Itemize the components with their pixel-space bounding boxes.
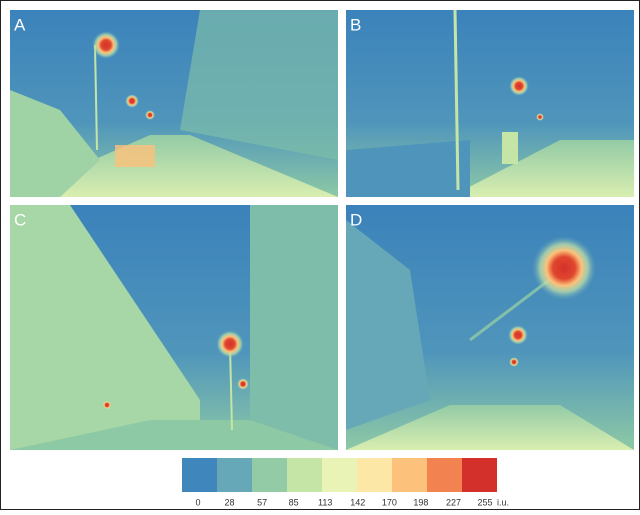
colorbar-segment: [252, 458, 287, 492]
panel-label: B: [350, 15, 361, 34]
colorbar-unit: i.u.: [497, 497, 509, 507]
colorbar-tick-label: 0: [195, 497, 200, 507]
colorbar-segment: [427, 458, 462, 492]
panel-label: C: [14, 210, 26, 229]
panel-label: D: [350, 210, 362, 229]
panel-a-image: [10, 10, 338, 197]
colorbar-tick-label: 28: [225, 497, 235, 507]
colorbar-tick-label: 170: [382, 497, 397, 507]
colorbar-tick-label: 227: [446, 497, 461, 507]
panel-b-image: [346, 10, 634, 197]
colorbar-segment: [217, 458, 252, 492]
panel-d-image: [346, 205, 634, 450]
colorbar-segment: [392, 458, 427, 492]
colorbar-segment: [287, 458, 322, 492]
colorbar-segment: [182, 458, 217, 492]
panel-c-image: [10, 205, 338, 450]
colorbar-tick-label: 57: [257, 497, 267, 507]
colorbar-segment: [322, 458, 357, 492]
colorbar-tick-label: 198: [413, 497, 428, 507]
panel-label: A: [14, 15, 26, 34]
colorbar-tick-label: 113: [318, 497, 332, 507]
colorbar-segment: [357, 458, 392, 492]
colorbar-segment: [462, 458, 497, 492]
colorbar-tick-label: 85: [289, 497, 299, 507]
colorbar-tick-label: 142: [350, 497, 365, 507]
colorbar-tick-label: 255: [477, 497, 492, 507]
